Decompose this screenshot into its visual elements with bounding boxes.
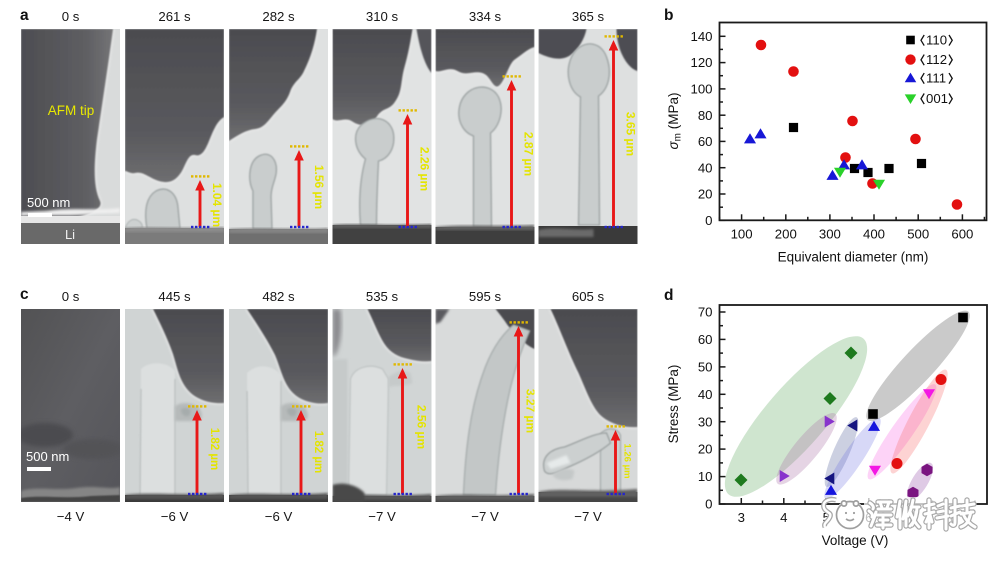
svg-text:111: 111 — [926, 71, 946, 86]
svg-text:0: 0 — [705, 497, 712, 512]
svg-text:50: 50 — [698, 360, 713, 375]
svg-text:3.65 µm: 3.65 µm — [624, 112, 638, 156]
svg-text:001: 001 — [926, 91, 948, 106]
svg-text:1.56 µm: 1.56 µm — [312, 165, 326, 209]
svg-text:0 s: 0 s — [62, 289, 80, 304]
svg-text:b: b — [664, 7, 673, 24]
svg-text:AFM tip: AFM tip — [48, 103, 95, 118]
svg-text:4: 4 — [780, 510, 787, 525]
svg-text:Li: Li — [65, 227, 75, 242]
svg-text:−4 V: −4 V — [57, 509, 85, 524]
svg-text:400: 400 — [863, 227, 885, 242]
svg-text:d: d — [664, 287, 673, 304]
svg-text:261 s: 261 s — [158, 9, 191, 24]
svg-text:535 s: 535 s — [366, 289, 399, 304]
svg-text:200: 200 — [775, 227, 797, 242]
svg-text:−6 V: −6 V — [265, 509, 293, 524]
svg-text:2.56 µm: 2.56 µm — [415, 405, 429, 449]
svg-text:40: 40 — [698, 387, 713, 402]
svg-text:c: c — [20, 286, 29, 303]
svg-text:σm (MPa): σm (MPa) — [666, 93, 684, 150]
svg-text:2.87 µm: 2.87 µm — [522, 132, 536, 176]
svg-text:Equivalent diameter (nm): Equivalent diameter (nm) — [778, 250, 929, 265]
svg-text:a: a — [20, 7, 29, 24]
svg-text:1.82 µm: 1.82 µm — [208, 428, 220, 470]
svg-text:2.26 µm: 2.26 µm — [418, 147, 432, 191]
svg-text:0 s: 0 s — [62, 9, 80, 24]
svg-text:5: 5 — [823, 510, 830, 525]
svg-text:500 nm: 500 nm — [27, 195, 70, 210]
svg-text:Stress (MPa): Stress (MPa) — [666, 365, 681, 444]
svg-text:120: 120 — [690, 55, 712, 70]
svg-text:30: 30 — [698, 414, 713, 429]
svg-text:−7 V: −7 V — [574, 509, 602, 524]
svg-text:365 s: 365 s — [572, 9, 605, 24]
svg-text:0: 0 — [705, 213, 712, 228]
svg-text:40: 40 — [698, 160, 713, 175]
svg-text:110: 110 — [926, 33, 947, 48]
svg-text:595 s: 595 s — [469, 289, 502, 304]
svg-text:10: 10 — [698, 469, 713, 484]
svg-text:−7 V: −7 V — [368, 509, 396, 524]
svg-text:3: 3 — [738, 510, 745, 525]
svg-text:1.26 µm: 1.26 µm — [622, 443, 633, 478]
svg-text:334 s: 334 s — [469, 9, 502, 24]
svg-text:500: 500 — [907, 227, 929, 242]
svg-text:1.04 µm: 1.04 µm — [210, 183, 224, 227]
svg-text:60: 60 — [698, 134, 713, 149]
svg-text:310 s: 310 s — [366, 9, 399, 24]
svg-text:500 nm: 500 nm — [26, 449, 69, 464]
svg-text:20: 20 — [698, 187, 713, 202]
svg-text:605 s: 605 s — [572, 289, 605, 304]
svg-text:70: 70 — [698, 305, 713, 320]
svg-text:140: 140 — [690, 29, 712, 44]
svg-text:80: 80 — [698, 108, 713, 123]
svg-text:600: 600 — [951, 227, 973, 242]
svg-text:Voltage (V): Voltage (V) — [822, 533, 889, 548]
svg-text:−6 V: −6 V — [161, 509, 189, 524]
svg-text:112: 112 — [926, 52, 947, 67]
svg-text:3.27 µm: 3.27 µm — [524, 389, 538, 433]
svg-text:60: 60 — [698, 332, 713, 347]
svg-text:−7 V: −7 V — [471, 509, 499, 524]
svg-text:482 s: 482 s — [262, 289, 295, 304]
svg-text:1.82 µm: 1.82 µm — [312, 431, 324, 473]
svg-text:100: 100 — [690, 82, 712, 97]
svg-text:445 s: 445 s — [158, 289, 191, 304]
svg-text:20: 20 — [698, 442, 713, 457]
svg-text:282 s: 282 s — [262, 9, 295, 24]
svg-text:100: 100 — [731, 227, 753, 242]
svg-text:300: 300 — [819, 227, 841, 242]
